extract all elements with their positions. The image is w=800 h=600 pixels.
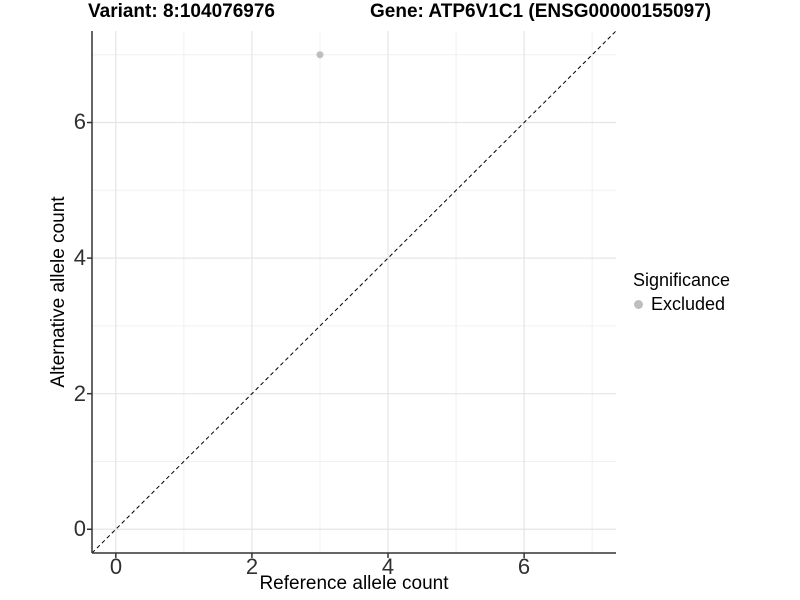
plot-title-gene: Gene: ATP6V1C1 (ENSG00000155097) (370, 1, 712, 22)
x-tick-label-0: 0 (109, 554, 123, 579)
y-tick-label-0: 0 (73, 516, 86, 541)
x-tick-label-4: 4 (381, 554, 395, 579)
legend-marker-excluded (634, 300, 643, 309)
plot-title-variant: Variant: 8:104076976 (88, 1, 275, 22)
y-tick-label-6: 6 (73, 109, 86, 134)
identity-line (91, 30, 617, 554)
y-axis-title: Alternative allele count (48, 196, 69, 388)
x-tick-label-6: 6 (517, 554, 531, 579)
legend-title: Significance (633, 270, 731, 290)
y-tick-label-4: 4 (73, 245, 86, 270)
legend-item-label: Excluded (651, 294, 726, 314)
x-axis-title: Reference allele count (259, 573, 449, 594)
y-tick-label-2: 2 (73, 381, 86, 406)
x-tick-label-2: 2 (245, 554, 259, 579)
data-point (316, 51, 324, 59)
legend: Significance Excluded (633, 270, 730, 314)
legend-item-excluded: Excluded (633, 294, 730, 314)
